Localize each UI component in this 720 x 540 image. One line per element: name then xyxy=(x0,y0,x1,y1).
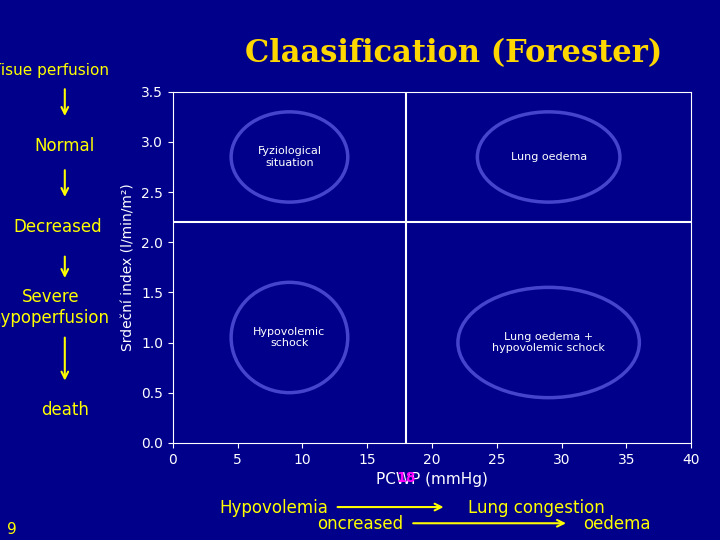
Ellipse shape xyxy=(477,112,620,202)
Text: Hypovolemia: Hypovolemia xyxy=(219,498,328,517)
Text: death: death xyxy=(41,401,89,420)
Text: Lung oedema +
hypovolemic schock: Lung oedema + hypovolemic schock xyxy=(492,332,605,353)
Y-axis label: Srdeční index (l/min/m²): Srdeční index (l/min/m²) xyxy=(122,184,135,351)
Text: oedema: oedema xyxy=(583,515,651,533)
Text: 18: 18 xyxy=(396,471,416,485)
Text: Fyziological
situation: Fyziological situation xyxy=(258,146,321,168)
Ellipse shape xyxy=(458,287,639,397)
Text: Hypovolemic
schock: Hypovolemic schock xyxy=(253,327,325,348)
X-axis label: PCWP (mmHg): PCWP (mmHg) xyxy=(376,472,488,487)
Ellipse shape xyxy=(231,282,348,393)
Text: Normal: Normal xyxy=(35,137,95,155)
Text: Decreased: Decreased xyxy=(13,218,102,236)
Text: oncreased: oncreased xyxy=(317,515,403,533)
Text: Tisue perfusion: Tisue perfusion xyxy=(0,63,109,78)
Text: Claasification (Forester): Claasification (Forester) xyxy=(245,38,662,70)
Text: Lung oedema: Lung oedema xyxy=(510,152,587,162)
Text: Severe
hypoperfusion: Severe hypoperfusion xyxy=(0,288,110,327)
Text: 9: 9 xyxy=(7,522,17,537)
Text: Lung congestion: Lung congestion xyxy=(468,498,605,517)
Ellipse shape xyxy=(231,112,348,202)
